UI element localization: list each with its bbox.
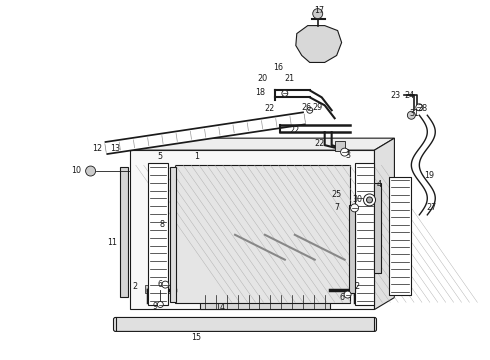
Text: 21: 21 xyxy=(285,74,295,83)
Text: 22: 22 xyxy=(315,139,325,148)
Text: 2: 2 xyxy=(354,282,359,291)
Circle shape xyxy=(364,194,375,206)
Text: 3: 3 xyxy=(345,150,350,159)
Text: 11: 11 xyxy=(107,238,118,247)
Bar xyxy=(148,163,168,305)
Text: 27: 27 xyxy=(426,203,437,212)
Text: 16: 16 xyxy=(273,63,283,72)
Bar xyxy=(390,177,412,294)
Polygon shape xyxy=(374,138,394,310)
Circle shape xyxy=(282,90,288,96)
Polygon shape xyxy=(130,138,394,150)
Circle shape xyxy=(313,9,323,19)
Polygon shape xyxy=(296,26,342,62)
Bar xyxy=(348,205,355,293)
Text: 9: 9 xyxy=(153,302,158,311)
Text: 29: 29 xyxy=(313,103,323,112)
Text: 1: 1 xyxy=(194,152,198,161)
Circle shape xyxy=(162,281,169,288)
Text: 20: 20 xyxy=(258,74,268,83)
Bar xyxy=(374,183,382,273)
Text: 25: 25 xyxy=(332,190,342,199)
Circle shape xyxy=(86,166,96,176)
Text: 30: 30 xyxy=(353,195,363,204)
Text: 17: 17 xyxy=(315,6,325,15)
Circle shape xyxy=(341,148,348,156)
Text: 28: 28 xyxy=(417,104,427,113)
Circle shape xyxy=(407,111,416,119)
Bar xyxy=(130,150,374,310)
Text: 10: 10 xyxy=(72,166,82,175)
Text: 18: 18 xyxy=(255,88,265,97)
Text: 22: 22 xyxy=(265,104,275,113)
Text: 13: 13 xyxy=(111,144,121,153)
Text: 6: 6 xyxy=(158,280,163,289)
Text: 23: 23 xyxy=(391,91,400,100)
Text: 19: 19 xyxy=(424,171,434,180)
Text: 31: 31 xyxy=(409,109,419,118)
Text: 15: 15 xyxy=(191,333,201,342)
Text: 22: 22 xyxy=(290,126,300,135)
Bar xyxy=(146,285,177,293)
Text: 14: 14 xyxy=(215,303,225,312)
Bar xyxy=(171,167,176,302)
Bar xyxy=(327,285,359,293)
Circle shape xyxy=(157,302,163,307)
Circle shape xyxy=(367,197,372,203)
Bar xyxy=(175,165,349,302)
Circle shape xyxy=(344,291,351,298)
Text: 6: 6 xyxy=(339,293,344,302)
Circle shape xyxy=(350,204,359,212)
Bar xyxy=(355,163,374,305)
Text: 7: 7 xyxy=(334,203,339,212)
Bar xyxy=(200,294,330,309)
Text: 24: 24 xyxy=(404,91,415,100)
Text: 12: 12 xyxy=(93,144,102,153)
Text: 5: 5 xyxy=(158,152,163,161)
Bar xyxy=(121,167,128,297)
Text: 2: 2 xyxy=(133,282,138,291)
Text: 26: 26 xyxy=(302,103,312,112)
FancyBboxPatch shape xyxy=(114,318,376,332)
Bar xyxy=(335,141,344,151)
Text: 8: 8 xyxy=(160,220,165,229)
Circle shape xyxy=(307,107,313,113)
Circle shape xyxy=(416,104,423,111)
Text: 4: 4 xyxy=(377,180,382,189)
